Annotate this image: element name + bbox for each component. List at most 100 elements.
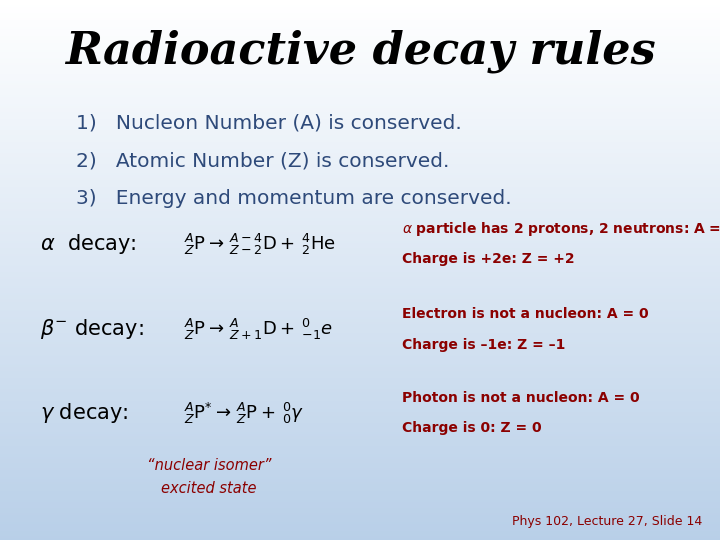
Bar xyxy=(0,410,720,412)
Bar xyxy=(0,209,720,211)
Bar xyxy=(0,263,720,265)
Bar xyxy=(0,77,720,79)
Bar xyxy=(0,234,720,236)
Bar xyxy=(0,81,720,83)
Bar xyxy=(0,486,720,488)
Bar xyxy=(0,204,720,205)
Bar xyxy=(0,362,720,363)
Bar xyxy=(0,9,720,11)
Text: Charge is –1e: Z = –1: Charge is –1e: Z = –1 xyxy=(402,338,565,352)
Bar xyxy=(0,484,720,486)
Bar xyxy=(0,470,720,471)
Bar xyxy=(0,173,720,174)
Bar xyxy=(0,347,720,349)
Bar xyxy=(0,309,720,312)
Bar xyxy=(0,407,720,409)
Bar xyxy=(0,293,720,295)
Bar xyxy=(0,88,720,90)
Bar xyxy=(0,65,720,66)
Bar xyxy=(0,142,720,144)
Bar xyxy=(0,90,720,92)
Text: Phys 102, Lecture 27, Slide 14: Phys 102, Lecture 27, Slide 14 xyxy=(512,515,702,528)
Bar xyxy=(0,459,720,461)
Bar xyxy=(0,504,720,506)
Text: excited state: excited state xyxy=(161,481,256,496)
Bar xyxy=(0,319,720,320)
Bar xyxy=(0,22,720,23)
Bar xyxy=(0,259,720,261)
Bar xyxy=(0,414,720,416)
Bar xyxy=(0,474,720,475)
Bar xyxy=(0,285,720,286)
Bar xyxy=(0,436,720,437)
Bar xyxy=(0,518,720,520)
Bar xyxy=(0,117,720,119)
Bar xyxy=(0,477,720,479)
Bar xyxy=(0,356,720,358)
Bar xyxy=(0,196,720,198)
Bar xyxy=(0,441,720,443)
Bar xyxy=(0,2,720,4)
Bar xyxy=(0,66,720,69)
Bar xyxy=(0,104,720,106)
Bar xyxy=(0,194,720,196)
Bar xyxy=(0,471,720,474)
Bar xyxy=(0,535,720,536)
Bar xyxy=(0,212,720,214)
Bar xyxy=(0,531,720,533)
Text: $^{A}_{Z}\mathrm{P} \rightarrow\, ^{A-4}_{Z-2}\mathrm{D} +\, ^{4}_{2}\mathrm{He}: $^{A}_{Z}\mathrm{P} \rightarrow\, ^{A-4}… xyxy=(184,232,336,256)
Bar xyxy=(0,335,720,336)
Bar xyxy=(0,324,720,326)
Bar xyxy=(0,164,720,166)
Text: Charge is +2e: Z = +2: Charge is +2e: Z = +2 xyxy=(402,252,575,266)
Bar xyxy=(0,97,720,99)
Bar xyxy=(0,297,720,299)
Bar xyxy=(0,351,720,353)
Bar xyxy=(0,18,720,20)
Bar xyxy=(0,421,720,423)
Bar xyxy=(0,47,720,49)
Bar xyxy=(0,228,720,231)
Bar xyxy=(0,336,720,339)
Bar xyxy=(0,447,720,448)
Bar xyxy=(0,498,720,501)
Bar xyxy=(0,317,720,319)
Text: $^{A}_{Z}\mathrm{P}^{*} \rightarrow\, ^{A}_{Z}\mathrm{P} +\, ^{0}_{0}\gamma$: $^{A}_{Z}\mathrm{P}^{*} \rightarrow\, ^{… xyxy=(184,401,304,426)
Bar xyxy=(0,248,720,250)
Bar xyxy=(0,382,720,383)
Bar xyxy=(0,231,720,232)
Bar xyxy=(0,15,720,16)
Bar xyxy=(0,358,720,360)
Bar xyxy=(0,390,720,393)
Bar xyxy=(0,288,720,290)
Bar xyxy=(0,389,720,390)
Bar xyxy=(0,58,720,59)
Bar xyxy=(0,123,720,124)
Bar xyxy=(0,329,720,331)
Bar xyxy=(0,216,720,218)
Bar xyxy=(0,31,720,32)
Bar xyxy=(0,522,720,524)
Bar xyxy=(0,158,720,160)
Bar xyxy=(0,155,720,157)
Bar xyxy=(0,85,720,86)
Bar xyxy=(0,131,720,133)
Bar xyxy=(0,479,720,481)
Bar xyxy=(0,340,720,342)
Bar xyxy=(0,306,720,308)
Bar xyxy=(0,536,720,538)
Bar xyxy=(0,396,720,398)
Bar xyxy=(0,509,720,511)
Bar xyxy=(0,218,720,220)
Bar xyxy=(0,529,720,531)
Bar xyxy=(0,185,720,187)
Text: $\beta^{-}$ decay:: $\beta^{-}$ decay: xyxy=(40,318,143,341)
Bar xyxy=(0,366,720,367)
Bar xyxy=(0,520,720,522)
Bar xyxy=(0,120,720,123)
Bar xyxy=(0,394,720,396)
Bar xyxy=(0,292,720,293)
Bar xyxy=(0,52,720,54)
Bar xyxy=(0,232,720,234)
Bar xyxy=(0,42,720,43)
